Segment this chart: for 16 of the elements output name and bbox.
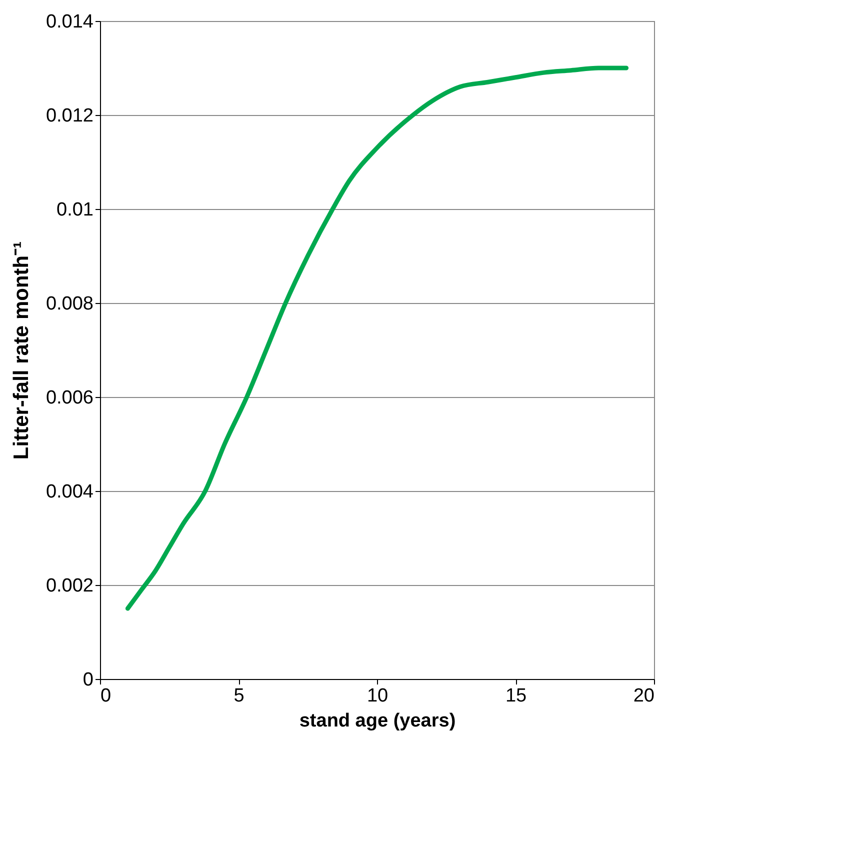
y-axis-title: Litter-fall rate month⁻¹ [10,241,33,460]
y-tick-label: 0.004 [46,482,94,502]
x-axis-title: stand age (years) [299,710,456,732]
x-tick-label: 10 [366,686,388,706]
y-tick-label: 0.012 [46,106,94,126]
line-series [125,66,629,611]
x-tick-label: 5 [234,686,244,706]
y-tick-label: 0.002 [46,576,94,596]
y-tick-label: 0.01 [56,200,94,220]
x-tick-label: 20 [633,686,654,706]
y-tick-label: 0.008 [46,294,94,314]
x-tick-label: 0 [100,686,112,706]
x-tick-label: 15 [505,686,527,706]
y-tick-label: 0.006 [46,388,94,408]
y-tick-label: 0.014 [46,12,94,32]
y-tick-label: 0 [82,670,94,690]
